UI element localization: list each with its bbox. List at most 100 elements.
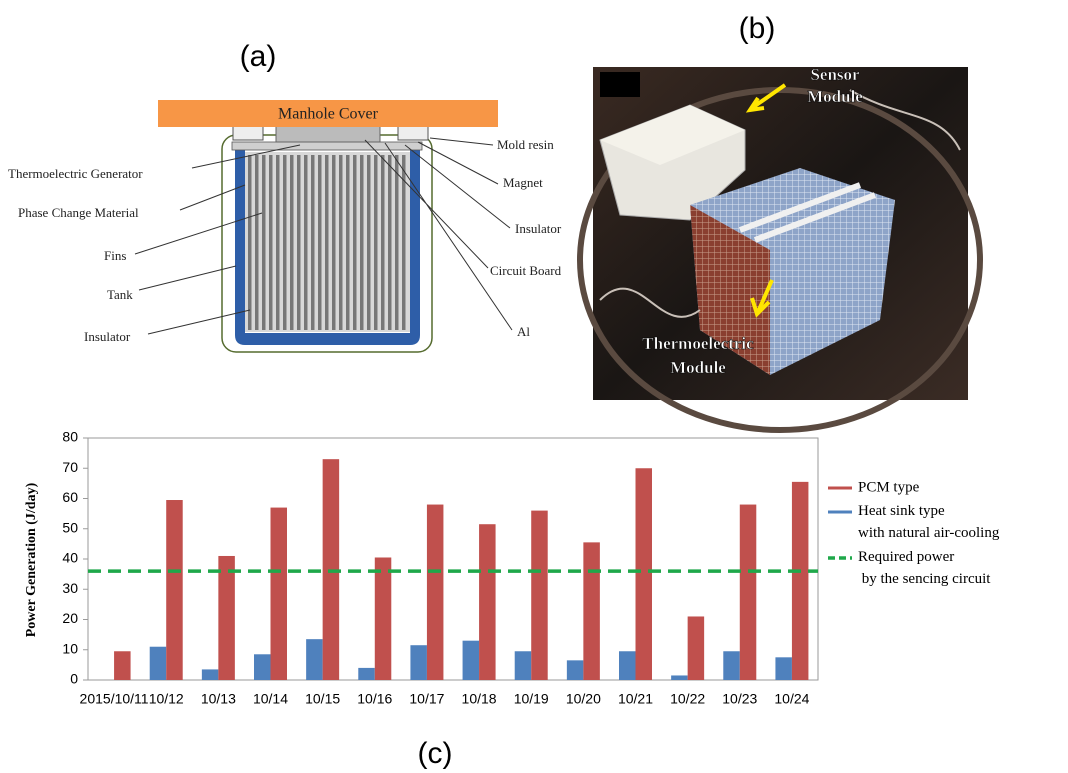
fin [283,155,287,330]
fin [255,155,259,330]
fin [311,155,315,330]
fin [360,155,364,330]
panel-label: (a) [240,40,277,73]
fin [297,155,301,330]
bar [254,654,271,680]
diagram: Manhole Cover Thermoelectric Generator P… [8,100,562,352]
bar [636,468,653,680]
x-tick-label: 10/23 [722,691,757,707]
mold-resin [233,126,263,140]
diagram-label: Insulator [515,221,562,236]
x-tick-label: 10/20 [566,691,601,707]
diagram-label: Thermoelectric Generator [8,166,143,181]
diagram-label: Insulator [84,329,131,344]
diagram-label: Tank [107,287,133,302]
cover-label: Manhole Cover [278,106,379,123]
bar [671,675,688,680]
fin [318,155,322,330]
x-tick-label: 10/18 [462,691,497,707]
diagram-label: Magnet [503,175,543,190]
bar [427,505,444,680]
fin [304,155,308,330]
legend-label: Required power by the sencing circuit [858,549,991,587]
fins [245,152,410,332]
diagram-label: Fins [104,248,126,263]
bar [271,508,288,680]
x-tick-label: 10/21 [618,691,653,707]
bar [375,557,392,680]
y-tick-label: 50 [62,519,78,535]
legend-label: PCM type [858,479,920,495]
bar [688,616,705,680]
x-tick-label: 10/14 [253,691,288,707]
shade [600,72,640,97]
bar [775,657,792,680]
bar [150,647,167,680]
diagram-label: Mold resin [497,137,554,152]
x-tick-label: 10/16 [357,691,392,707]
y-tick-label: 20 [62,610,78,626]
x-tick-label: 10/12 [149,691,184,707]
bar [410,645,427,680]
panel-label: (c) [418,737,453,770]
y-tick-label: 40 [62,550,78,566]
bar [723,651,740,680]
y-tick-label: 70 [62,459,78,475]
fin [325,155,329,330]
y-tick-label: 60 [62,489,78,505]
bar [306,639,323,680]
plot-area [88,438,818,680]
fin [381,155,385,330]
bar [479,524,496,680]
circuit-board [276,126,380,142]
bar [358,668,375,680]
fin [346,155,350,330]
fin [367,155,371,330]
bar [619,651,636,680]
x-tick-label: 10/17 [409,691,444,707]
bar [114,651,131,680]
bar [567,660,584,680]
fin [353,155,357,330]
bar [740,505,757,680]
bar [166,500,183,680]
fin [339,155,343,330]
x-tick-label: 10/19 [514,691,549,707]
y-tick-label: 0 [70,671,78,687]
diagram-label: Phase Change Material [18,205,139,220]
bar [515,651,532,680]
fin [248,155,252,330]
x-tick-label: 10/15 [305,691,340,707]
fin [290,155,294,330]
bar [202,669,219,680]
fin [262,155,266,330]
diagram-label: Circuit Board [490,263,562,278]
x-tick-label: 10/13 [201,691,236,707]
panel-label: (b) [739,12,776,45]
x-tick-label: 2015/10/11 [80,691,149,707]
mold-resin [398,126,428,140]
generator [232,142,422,150]
bar [531,511,548,680]
fin [269,155,273,330]
figure: (a) (b) (c) Manhole Cover Thermoelectric… [0,0,1068,773]
bar [792,482,809,680]
y-axis-label: Power Generation (J/day) [24,482,39,637]
fin [332,155,336,330]
fin [395,155,399,330]
bar [583,542,600,680]
diagram-label: Al [517,324,530,339]
y-tick-label: 80 [62,429,78,445]
bar [463,641,480,680]
y-tick-label: 30 [62,580,78,596]
fin [276,155,280,330]
x-tick-label: 10/22 [670,691,705,707]
bar [218,556,235,680]
chart: Power Generation (J/day) 0 10 20 30 40 50 60 70… [24,429,1000,707]
fin [374,155,378,330]
fin [388,155,392,330]
y-tick-label: 10 [62,640,78,656]
x-tick-label: 10/24 [774,691,809,707]
